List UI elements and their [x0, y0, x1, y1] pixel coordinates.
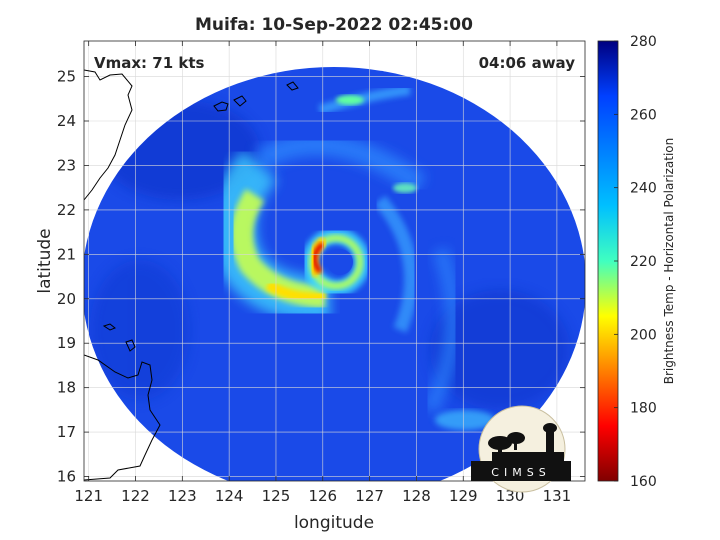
cimss-logo: CIMSS: [471, 405, 571, 493]
y-tick-label: 22: [57, 201, 76, 219]
y-tick-label: 24: [57, 112, 76, 130]
colorbar-tick-label: 160: [630, 474, 657, 490]
y-tick-label: 21: [57, 245, 76, 263]
y-tick-label: 17: [57, 423, 76, 441]
y-tick-label: 23: [57, 156, 76, 174]
colorbar-tick-label: 200: [630, 327, 657, 343]
coastlines: [84, 69, 299, 481]
x-tick-label: 126: [308, 487, 337, 505]
time-away-annotation: 04:06 away: [479, 54, 576, 72]
x-tick-label: 122: [121, 487, 150, 505]
colorbar-tick-label: 240: [630, 181, 657, 197]
x-axis-label: longitude: [294, 513, 374, 533]
x-tick-label: 131: [543, 487, 572, 505]
x-tick-label: 127: [355, 487, 384, 505]
x-tick-label: 125: [262, 487, 291, 505]
y-tick-label: 20: [57, 290, 76, 308]
x-tick-label: 128: [402, 487, 431, 505]
colorbar-tick-label: 180: [630, 401, 657, 417]
x-axis: 121 122 123 124 125 126 127 128 129 130 131: [74, 41, 571, 505]
x-tick-label: 121: [74, 487, 103, 505]
colorbar-tick-label: 220: [630, 254, 657, 270]
colorbar-tick-label: 260: [630, 107, 657, 123]
x-tick-label: 124: [215, 487, 244, 505]
vmax-annotation: Vmax: 71 kts: [94, 54, 204, 72]
chart-title: Muifa: 10-Sep-2022 02:45:00: [195, 15, 473, 35]
y-tick-label: 18: [57, 379, 76, 397]
colorbar-tick-label: 280: [630, 34, 657, 50]
y-axis: 16 17 18 19 20 21 22 23 24 25: [57, 68, 585, 486]
y-tick-label: 25: [57, 68, 76, 86]
colorbar-label: Brightness Temp - Horizontal Polarizatio…: [662, 138, 676, 385]
y-axis-label: latitude: [35, 228, 55, 293]
x-tick-label: 129: [449, 487, 478, 505]
y-tick-label: 19: [57, 334, 76, 352]
x-tick-label: 123: [168, 487, 197, 505]
colorbar-ticks: 160 180 200 220 240 260 280: [614, 34, 657, 490]
logo-text: CIMSS: [491, 466, 550, 479]
y-tick-label: 16: [57, 468, 76, 486]
axes-frame: [83, 40, 586, 482]
